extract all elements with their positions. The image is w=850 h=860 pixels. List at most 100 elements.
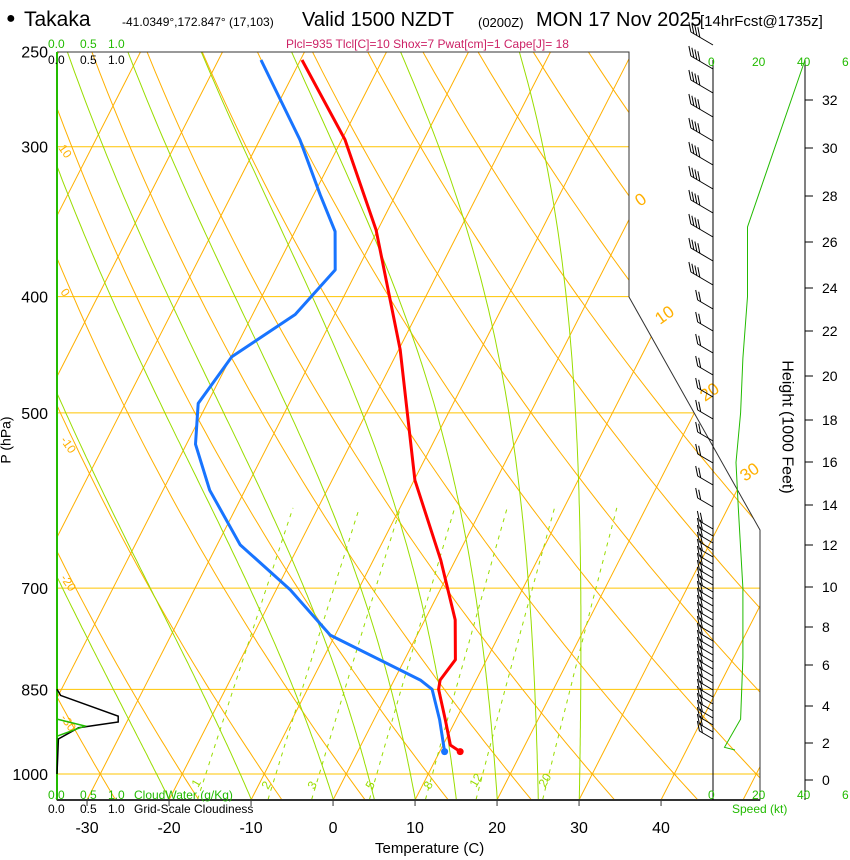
- wind-barb-flag: [688, 165, 692, 177]
- cloudiness-tick: 0.5: [80, 802, 97, 816]
- station-name: Takaka: [24, 8, 91, 31]
- wind-barb-flag: [691, 23, 695, 34]
- pressure-tick-label: 1000: [12, 767, 48, 784]
- wind-barb-flag: [698, 467, 702, 478]
- dry-adiabat-label: 10: [56, 142, 75, 161]
- wind-barb: [697, 299, 714, 310]
- height-tick-label: 18: [822, 412, 838, 428]
- mixing-ratio-label: 20: [535, 771, 554, 790]
- wind-barb-flag: [691, 191, 695, 202]
- valid-time: Valid 1500 NZDT: [302, 9, 454, 31]
- wind-barb: [699, 576, 714, 586]
- wind-barb: [699, 730, 714, 740]
- dry-adiabat-line: [246, 52, 760, 800]
- wind-barb-flag: [694, 121, 698, 132]
- moist-adiabat-line: [281, 52, 498, 800]
- wind-barb-flag: [694, 97, 698, 108]
- dewpoint-line: [194, 59, 447, 752]
- height-tick-label: 0: [822, 772, 830, 788]
- wind-barb: [699, 653, 714, 663]
- wind-barb-flag: [694, 193, 698, 204]
- wind-barb-flag: [699, 526, 703, 537]
- dry-adiabat-line: [57, 52, 203, 800]
- speed-tick-top: 0: [708, 55, 715, 69]
- wind-barb-flag: [699, 568, 703, 579]
- wind-barb-flag: [695, 355, 699, 367]
- wind-barb-flag: [696, 699, 700, 711]
- wind-barb: [699, 660, 714, 670]
- wind-barb: [699, 541, 714, 551]
- wind-barb: [699, 520, 714, 530]
- wind-barb-flag: [696, 678, 700, 690]
- wind-barb-flag: [699, 610, 703, 621]
- cloudwater-tick-top: 1.0: [108, 37, 125, 51]
- wind-barb-flag: [688, 93, 692, 105]
- wind-barb-flag: [695, 289, 699, 301]
- speed-tick-top: 40: [797, 55, 811, 69]
- height-tick-label: 24: [822, 280, 838, 296]
- wind-barb-flag: [694, 145, 698, 156]
- isotherm-line: [576, 52, 760, 800]
- wind-barb-flag: [698, 291, 702, 302]
- wind-barb-flag: [688, 189, 692, 201]
- moist-adiabat-line: [59, 52, 375, 800]
- station-bullet: ●: [6, 10, 16, 27]
- cloudiness-label: Grid-Scale Cloudiness: [134, 802, 254, 816]
- wind-barb-flag: [696, 580, 700, 592]
- height-tick-label: 4: [822, 698, 830, 714]
- isotherm-line: [658, 52, 760, 800]
- wind-barb-flag: [699, 561, 703, 572]
- wind-barb-flag: [696, 517, 700, 529]
- mixing-ratio-line: [267, 507, 360, 800]
- wind-barb-flag: [696, 629, 700, 641]
- speed-tick: 6: [842, 788, 849, 802]
- wind-barb-flag: [699, 519, 703, 530]
- wind-barb-flag: [688, 237, 692, 249]
- wind-barb-flag: [694, 49, 698, 60]
- dry-adiabat-line: [57, 52, 119, 800]
- wind-barb-flag: [696, 622, 700, 634]
- wind-barb-flag: [696, 643, 700, 655]
- wind-barb: [690, 31, 714, 46]
- wind-barb-flag: [688, 21, 692, 33]
- wind-barb-flag: [688, 45, 692, 57]
- wind-barb-flag: [697, 51, 701, 62]
- wind-barb-flag: [699, 680, 703, 691]
- cloudwater-tick: 1.0: [108, 788, 125, 802]
- wind-barb-flag: [699, 708, 703, 719]
- wind-barb-flag: [697, 267, 701, 278]
- wind-barb-flag: [696, 706, 700, 718]
- forecast-info: [14hrFcst@1735z]: [700, 13, 823, 30]
- valid-date: MON 17 Nov 2025: [536, 9, 702, 31]
- wind-barb: [690, 223, 714, 238]
- wind-barb-flag: [699, 666, 703, 677]
- wind-barb: [690, 199, 714, 214]
- wind-barb-flag: [699, 540, 703, 551]
- wind-barb-flag: [699, 687, 703, 698]
- wind-barb-flag: [691, 263, 695, 274]
- wind-barb-flag: [694, 73, 698, 84]
- wind-barb-flag: [696, 664, 700, 676]
- wind-barb-flag: [699, 645, 703, 656]
- wind-barb-flag: [691, 143, 695, 154]
- wind-barb-flag: [696, 510, 700, 522]
- wind-barb: [699, 569, 714, 579]
- height-tick-label: 22: [822, 323, 838, 339]
- wind-barb: [690, 271, 714, 286]
- wind-barb-flag: [699, 638, 703, 649]
- wind-barb: [699, 555, 714, 565]
- wind-barb: [699, 688, 714, 698]
- height-tick-label: 32: [822, 92, 838, 108]
- height-tick-label: 30: [822, 140, 838, 156]
- wind-barb-flag: [698, 313, 702, 324]
- height-tick-label: 8: [822, 619, 830, 635]
- wind-barb: [699, 604, 714, 614]
- pressure-tick-label: 500: [21, 406, 48, 423]
- wind-barb-flag: [695, 399, 699, 411]
- isotherm-line: [248, 52, 644, 800]
- wind-barb-flag: [695, 377, 699, 389]
- wind-barb-flag: [695, 311, 699, 323]
- wind-barb-flag: [691, 71, 695, 82]
